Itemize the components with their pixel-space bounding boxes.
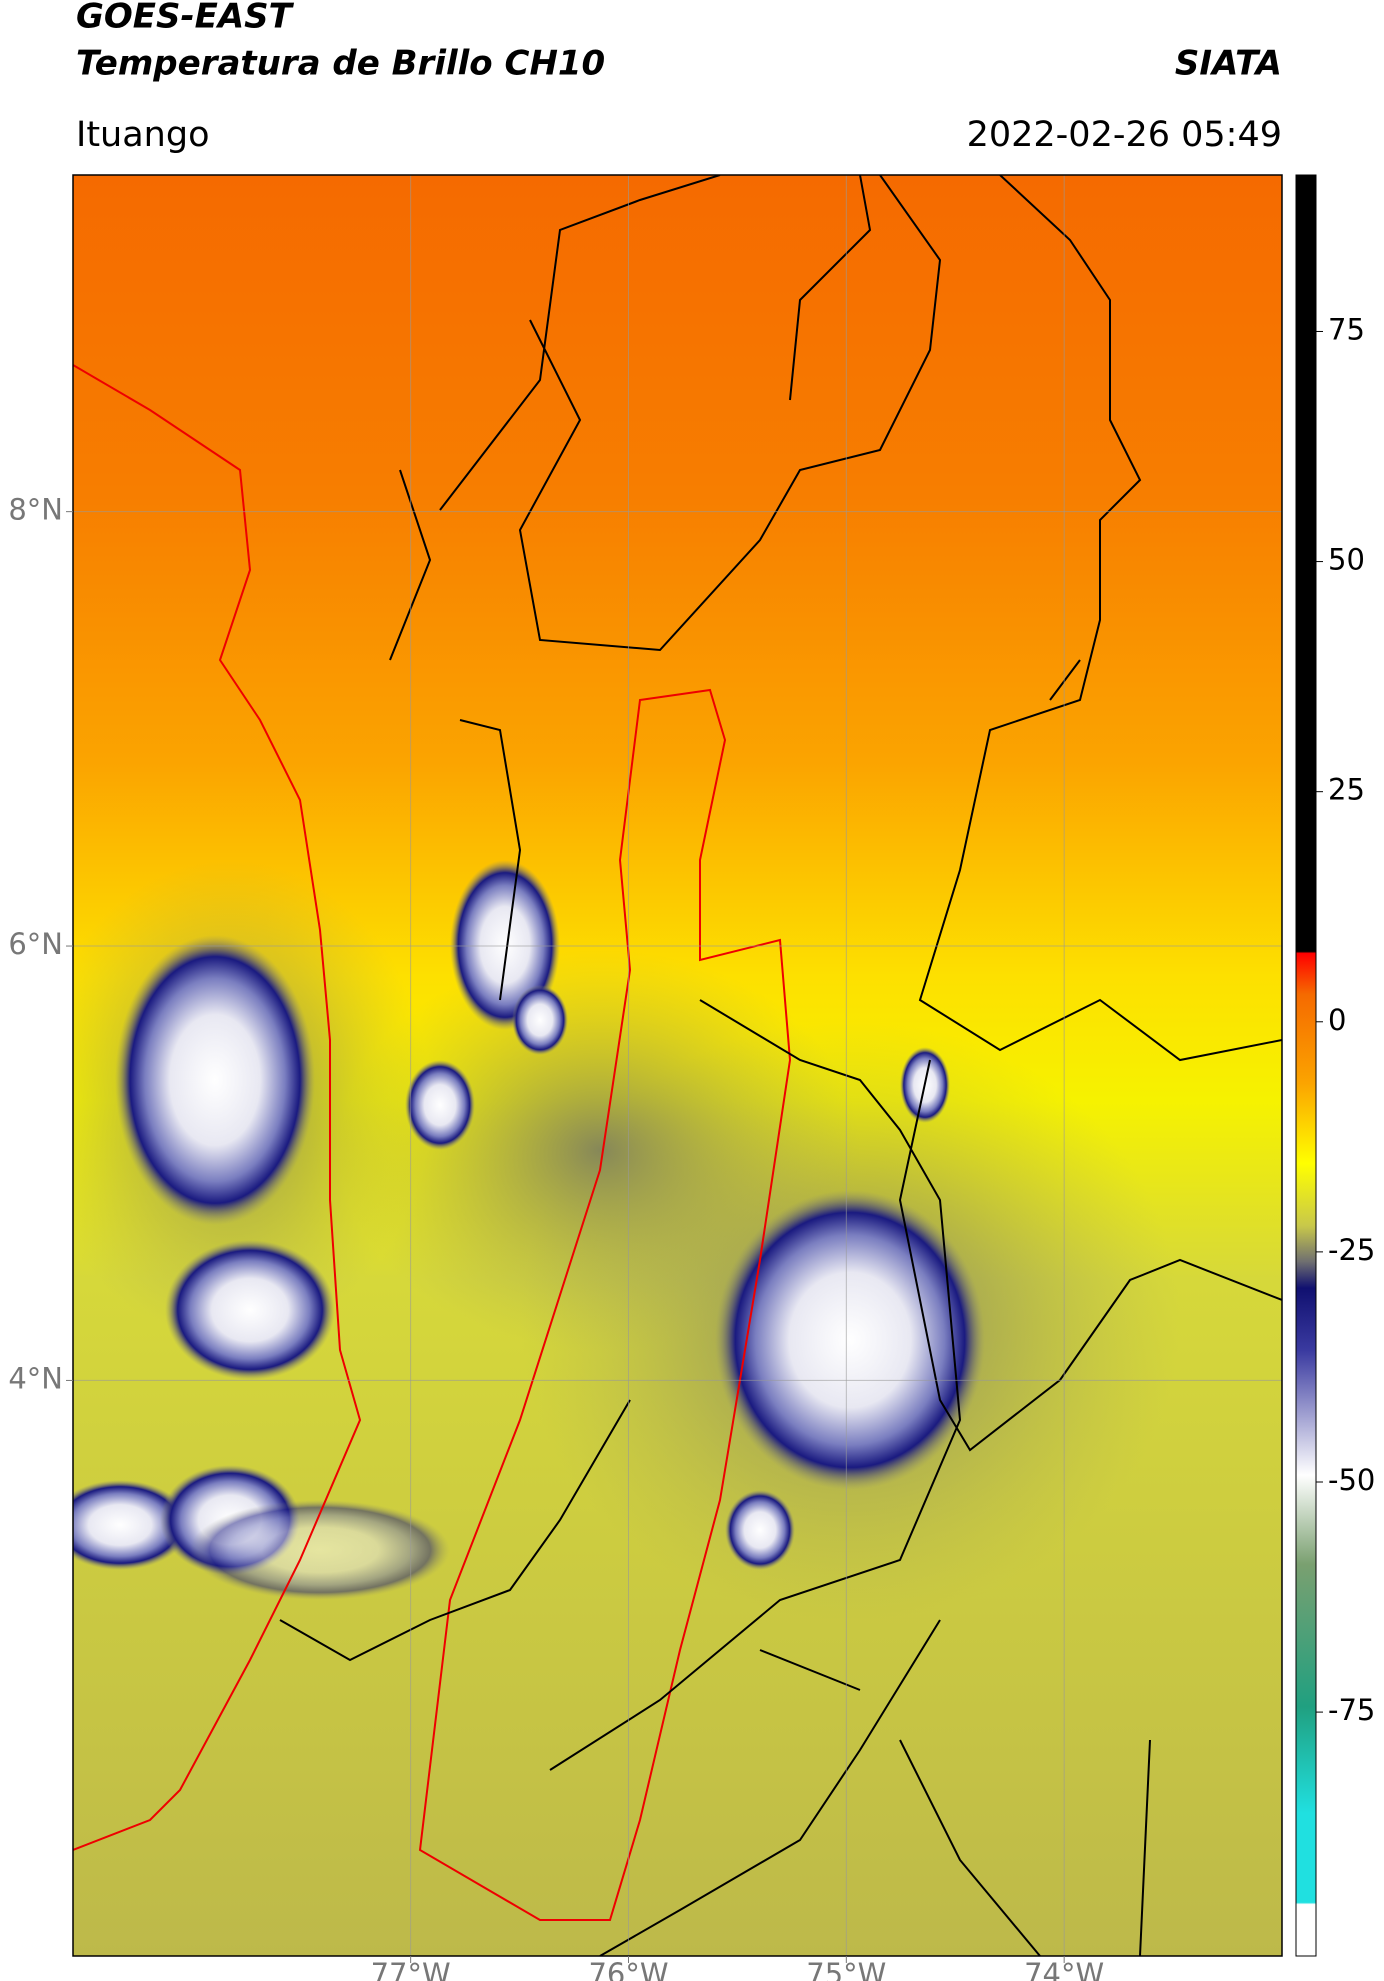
colorbar-tick-label: -25 (1328, 1233, 1375, 1267)
cloud (73, 1480, 190, 1570)
cloud (512, 985, 568, 1055)
colorbar-tick-label: 75 (1328, 312, 1365, 346)
title: GOES-EAST (76, 0, 295, 37)
colorbar-tick-label: 0 (1328, 1003, 1346, 1037)
basin-outline (418, 688, 792, 1921)
source: SIATA (1175, 44, 1282, 84)
y-tick-label: 4°N (8, 1361, 63, 1395)
cloud (190, 1500, 450, 1600)
coastline (73, 364, 362, 1851)
location: Ituango (76, 115, 210, 155)
colorbar-tick-label: 50 (1328, 543, 1365, 577)
x-tick-label: 77°W (371, 1957, 451, 1981)
colorbar-tick-label: -75 (1328, 1693, 1375, 1727)
x-tick-label: 76°W (588, 1957, 668, 1981)
haze (340, 950, 860, 1350)
colorbar (1295, 174, 1317, 1957)
x-tick-label: 75°W (806, 1957, 886, 1981)
y-tick-label: 8°N (8, 493, 63, 527)
map (73, 175, 1282, 1956)
colorbar-tick-label: 25 (1328, 773, 1365, 807)
colorbar-tick-label: -50 (1328, 1463, 1375, 1497)
y-tick-label: 6°N (8, 927, 63, 961)
cloud (165, 1240, 335, 1380)
map-frame (72, 174, 1283, 1957)
cloud (115, 935, 315, 1225)
cloud (715, 1190, 985, 1490)
cloud (405, 1060, 475, 1150)
subtitle: Temperatura de Brillo CH10 (76, 44, 605, 84)
x-tick-label: 74°W (1024, 1957, 1104, 1981)
timestamp: 2022-02-26 05:49 (967, 115, 1282, 155)
cloud (725, 1490, 795, 1570)
admin-borders (279, 175, 1282, 1956)
